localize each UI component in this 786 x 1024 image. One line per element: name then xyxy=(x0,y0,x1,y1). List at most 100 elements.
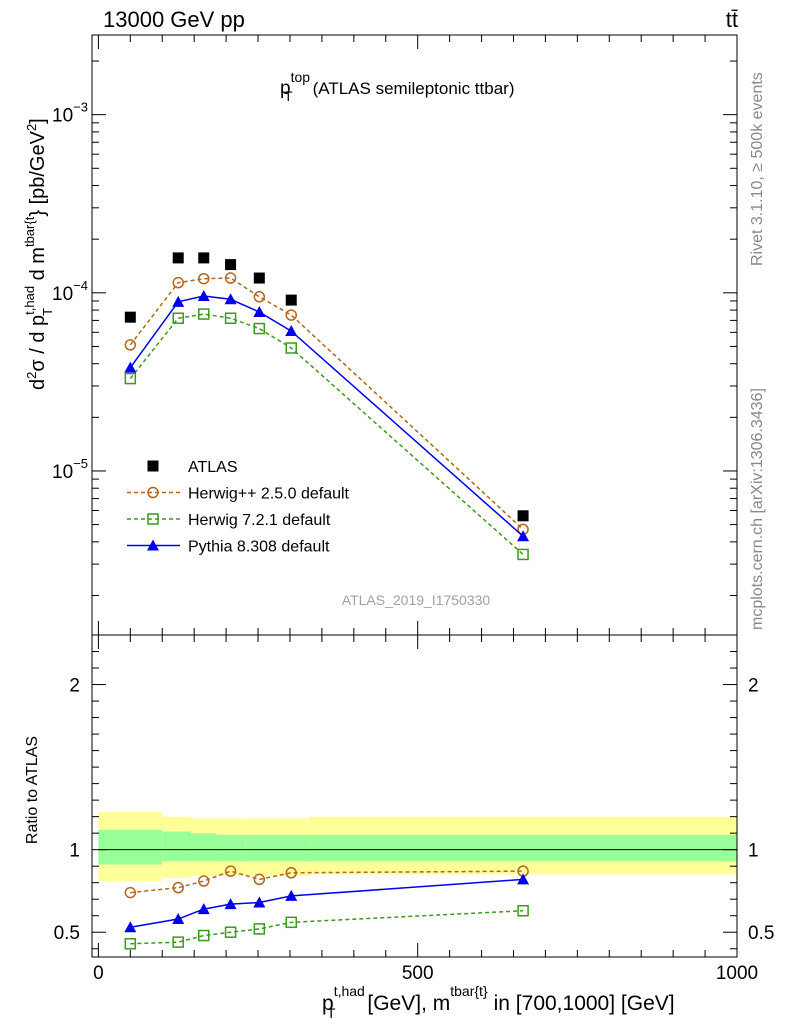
ratio-ytick-label-right: 0.5 xyxy=(748,923,774,944)
legend-marker xyxy=(147,460,159,472)
main-point-pythia-8-308-default xyxy=(172,295,185,307)
ratio-band-inner xyxy=(190,833,217,862)
x-axis-label: pt,had T [GeV], mtbar{t}in [700,1000] [GeV… xyxy=(322,983,675,1021)
main-point-herwig-2-5-0-default xyxy=(172,276,184,289)
rivet-label: Rivet 3.1.10, ≥ 500k events xyxy=(749,72,766,266)
ratio-band-inner xyxy=(309,834,737,862)
ratio-uncertainty-bands xyxy=(98,811,737,882)
ratio-band-inner xyxy=(162,831,191,862)
main-point-atlas xyxy=(198,252,210,264)
xlabel-sup2: tbar{t} xyxy=(450,983,488,999)
ratio-point-herwig-7-2-1-default xyxy=(198,929,210,942)
main-point-herwig-7-2-1-default xyxy=(285,342,297,354)
ratio-point-pythia-8-308-default xyxy=(224,898,237,910)
ratio-axis-ticks xyxy=(92,635,738,957)
main-point-atlas xyxy=(124,311,136,323)
main-point-atlas xyxy=(253,272,265,284)
ratio-point-herwig-2-5-0-default xyxy=(198,875,210,887)
ratio-point-herwig-2-5-0-default xyxy=(253,873,266,886)
ratio-series-group xyxy=(124,865,530,950)
main-ytick-label: 10−3 xyxy=(52,100,88,127)
ratio-point-pythia-8-308-default xyxy=(285,889,298,901)
main-point-herwig-2-5-0-default xyxy=(124,339,137,351)
main-point-pythia-8-308-default xyxy=(197,289,210,301)
ratio-point-herwig-7-2-1-default xyxy=(285,916,297,929)
ratio-band-inner xyxy=(274,834,310,862)
xlabel-mid: [GeV], m xyxy=(367,992,450,1015)
ratio-ytick-label-right: 1 xyxy=(748,841,759,862)
main-point-herwig-7-2-1-default xyxy=(253,322,266,335)
ratio-xtick-label: 500 xyxy=(402,963,434,984)
mcplots-label: mcplots.cern.ch [arXiv:1306.3436] xyxy=(749,388,766,630)
main-point-herwig-7-2-1-default xyxy=(517,548,529,561)
ratio-point-herwig-2-5-0-default xyxy=(285,867,297,879)
main-point-atlas xyxy=(225,259,237,271)
energy-label: 13000 GeV pp xyxy=(103,7,245,32)
main-point-atlas xyxy=(285,294,297,306)
analysis-label: ATLAS_2019_I1750330 xyxy=(342,592,491,608)
main-point-atlas xyxy=(172,252,184,264)
legend-label: ATLAS xyxy=(188,459,238,476)
main-point-herwig-7-2-1-default xyxy=(124,372,137,385)
main-point-pythia-8-308-default xyxy=(517,530,530,542)
ratio-point-herwig-7-2-1-default xyxy=(124,938,137,950)
main-line-herwig-7-2-1-default xyxy=(129,313,524,555)
main-series-group xyxy=(124,252,530,561)
ratio-band-inner xyxy=(216,834,246,862)
xlabel-sub: T xyxy=(327,1005,336,1021)
legend-marker xyxy=(147,513,159,525)
main-point-pythia-8-308-default xyxy=(124,361,137,373)
ratio-xtick-label: 1000 xyxy=(716,963,758,984)
main-panel: ptop T (ATLAS semileptonic ttbar) 10−510−4… xyxy=(22,34,738,636)
main-point-herwig-7-2-1-default xyxy=(172,312,184,324)
main-point-herwig-7-2-1-default xyxy=(224,312,237,324)
main-point-pythia-8-308-default xyxy=(285,325,298,337)
main-point-pythia-8-308-default xyxy=(224,293,237,305)
main-ytick-label: 10−5 xyxy=(52,456,88,483)
ratio-ytick-label-right: 2 xyxy=(748,676,759,697)
ratio-ytick-label-left: 2 xyxy=(69,676,80,697)
ratio-point-herwig-2-5-0-default xyxy=(172,881,184,894)
ratio-ylabel: Ratio to ATLAS xyxy=(24,736,41,844)
main-point-atlas xyxy=(517,510,529,522)
ratio-line-herwig-7-2-1-default xyxy=(130,910,524,945)
main-line-herwig-2-5-0-default xyxy=(129,277,524,530)
ratio-frame xyxy=(91,634,738,958)
ratio-ytick-label-left: 1 xyxy=(69,841,80,862)
main-point-herwig-7-2-1-default xyxy=(198,308,210,320)
main-point-pythia-8-308-default xyxy=(253,306,266,318)
ratio-point-herwig-7-2-1-default xyxy=(517,905,529,917)
legend: ATLAS Herwig++ 2.5.0 default Herwig 7.2.1 … xyxy=(127,459,350,556)
main-axis-ticks xyxy=(92,35,738,635)
main-point-herwig-2-5-0-default xyxy=(224,272,237,284)
ratio-point-herwig-7-2-1-default xyxy=(224,926,237,938)
legend-marker xyxy=(147,539,159,551)
ratio-point-pythia-8-308-default xyxy=(197,903,210,915)
main-point-herwig-2-5-0-default xyxy=(198,272,210,285)
main-ytick-label: 10−4 xyxy=(52,278,88,305)
xlabel-sup: t,had xyxy=(334,983,365,999)
ratio-ytick-labels: 0.5 0.5 1 1 2 2 xyxy=(54,676,775,945)
chart-title-sub: T xyxy=(284,88,293,104)
ratio-band-inner xyxy=(245,834,275,862)
ratio-point-pythia-8-308-default xyxy=(124,921,137,933)
chart-title: ptop T (ATLAS semileptonic ttbar) xyxy=(280,69,514,104)
legend-marker xyxy=(147,486,159,499)
ratio-point-herwig-2-5-0-default xyxy=(124,886,137,899)
chart-title-sup: top xyxy=(291,69,311,85)
legend-label: Pythia 8.308 default xyxy=(188,539,330,556)
ratio-point-pythia-8-308-default xyxy=(517,873,530,885)
main-ytick-labels: 10−5 10−4 10−3 xyxy=(52,100,88,483)
legend-label: Herwig 7.2.1 default xyxy=(188,512,331,529)
legend-label: Herwig++ 2.5.0 default xyxy=(188,486,350,503)
ratio-point-herwig-7-2-1-default xyxy=(172,936,184,948)
ratio-xtick-labels: 0 500 1000 xyxy=(93,963,758,984)
main-point-herwig-2-5-0-default xyxy=(253,291,266,303)
main-point-herwig-2-5-0-default xyxy=(285,309,297,321)
ratio-ytick-label-left: 0.5 xyxy=(54,923,80,944)
ratio-panel: 0.5 0.51 12 2 0 500 1000 Ratio to ATLAS pt,ha… xyxy=(24,634,775,1021)
ratio-band-inner xyxy=(98,829,163,865)
main-ylabel: d2σ / d pt,had T d mtbar{t} [pb/GeV2] xyxy=(22,118,55,390)
ratio-point-herwig-2-5-0-default xyxy=(224,865,237,877)
